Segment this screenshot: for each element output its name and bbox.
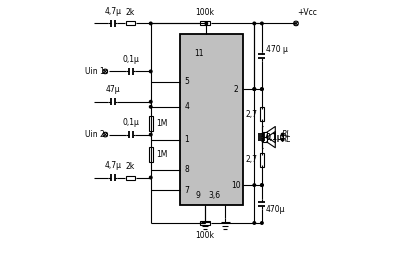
Text: 2k: 2k <box>126 8 135 17</box>
Text: 7: 7 <box>184 186 189 195</box>
Bar <box>263 132 267 137</box>
Text: 4,7μ: 4,7μ <box>104 161 121 170</box>
Circle shape <box>150 133 152 136</box>
Text: 2,7: 2,7 <box>245 155 257 164</box>
Circle shape <box>253 88 256 90</box>
Text: 2k: 2k <box>126 162 135 171</box>
Circle shape <box>253 184 256 186</box>
FancyBboxPatch shape <box>260 153 264 167</box>
Text: 470μ: 470μ <box>266 205 285 214</box>
Text: +Vcc: +Vcc <box>297 8 317 17</box>
Circle shape <box>261 88 263 90</box>
Circle shape <box>253 88 256 90</box>
Text: Uin 1: Uin 1 <box>85 67 105 76</box>
Circle shape <box>261 184 263 186</box>
Text: 470 μ: 470 μ <box>266 45 288 54</box>
FancyBboxPatch shape <box>149 116 153 131</box>
Text: 100k: 100k <box>196 231 214 240</box>
Circle shape <box>150 176 152 179</box>
Text: 4,7μ: 4,7μ <box>104 7 121 16</box>
Text: 9: 9 <box>195 191 200 200</box>
Text: 0,1μ: 0,1μ <box>266 133 282 141</box>
Circle shape <box>150 70 152 73</box>
Text: 8: 8 <box>184 165 189 174</box>
Circle shape <box>150 105 152 108</box>
Text: 0,1μ: 0,1μ <box>122 118 139 127</box>
FancyBboxPatch shape <box>260 107 264 121</box>
Text: 1M: 1M <box>156 119 168 128</box>
Text: 3,6: 3,6 <box>208 191 220 200</box>
Circle shape <box>281 133 284 136</box>
FancyBboxPatch shape <box>126 176 135 180</box>
Bar <box>180 34 243 205</box>
Text: 11: 11 <box>194 49 204 58</box>
Text: RL: RL <box>282 135 292 144</box>
Circle shape <box>281 138 284 141</box>
Text: 1M: 1M <box>156 150 168 159</box>
Circle shape <box>261 22 263 25</box>
Circle shape <box>261 88 263 90</box>
FancyBboxPatch shape <box>200 221 210 225</box>
FancyBboxPatch shape <box>126 21 135 25</box>
Text: 1: 1 <box>184 135 189 144</box>
Text: 2: 2 <box>234 85 238 94</box>
Text: 0,1μ: 0,1μ <box>266 133 282 141</box>
Text: 100k: 100k <box>196 8 214 17</box>
FancyBboxPatch shape <box>149 147 153 162</box>
Text: 4: 4 <box>184 102 189 111</box>
Text: 10: 10 <box>231 181 241 189</box>
Circle shape <box>261 184 263 186</box>
FancyBboxPatch shape <box>200 21 210 25</box>
Text: 47μ: 47μ <box>106 85 120 94</box>
Bar <box>263 137 267 142</box>
Circle shape <box>253 22 256 25</box>
Circle shape <box>150 101 152 103</box>
Circle shape <box>253 222 256 224</box>
Circle shape <box>205 22 208 25</box>
Text: 5: 5 <box>184 77 189 86</box>
Circle shape <box>261 222 263 224</box>
Text: 0,1μ: 0,1μ <box>122 55 139 64</box>
Text: 2,7: 2,7 <box>245 110 257 119</box>
Circle shape <box>150 22 152 25</box>
Text: Uin 2: Uin 2 <box>85 130 105 139</box>
Text: RL: RL <box>282 130 292 139</box>
